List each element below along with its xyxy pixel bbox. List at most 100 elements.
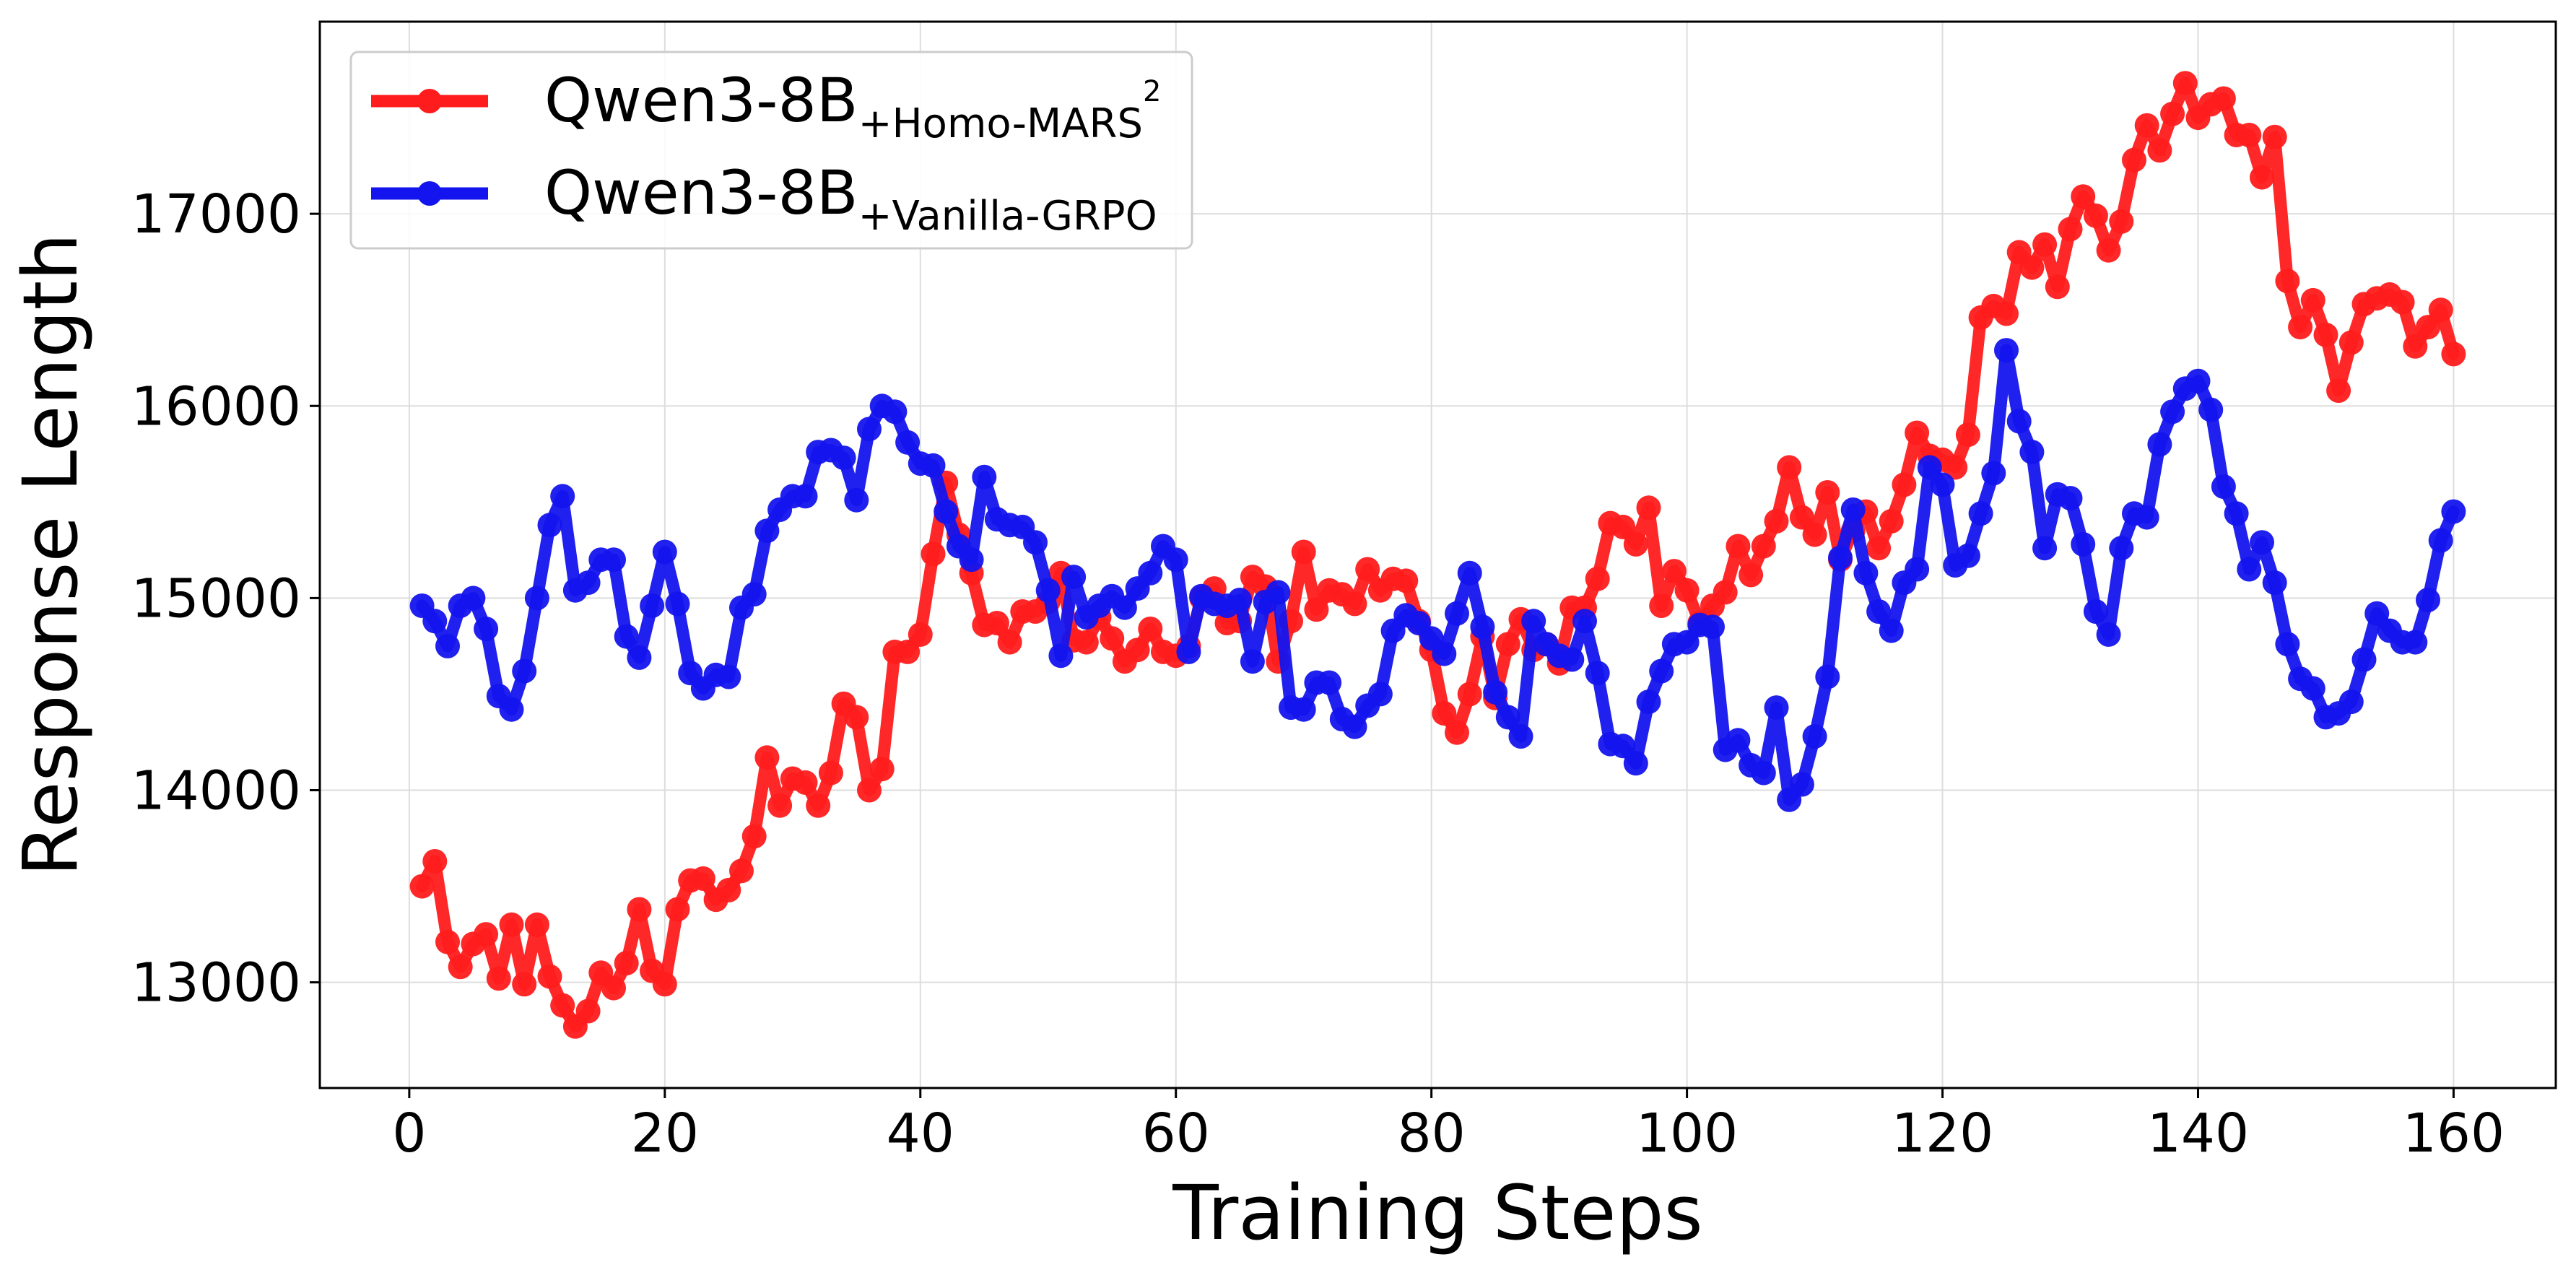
data-point bbox=[1994, 301, 2019, 326]
data-point bbox=[1023, 530, 1048, 555]
data-point bbox=[2416, 588, 2440, 612]
data-point bbox=[2211, 86, 2236, 111]
data-point bbox=[652, 539, 677, 565]
data-point bbox=[1521, 609, 1546, 634]
data-point bbox=[2262, 124, 2287, 149]
data-point bbox=[614, 951, 639, 975]
data-point bbox=[601, 975, 626, 1001]
data-point bbox=[550, 993, 575, 1018]
data-point bbox=[2211, 474, 2236, 499]
data-point bbox=[2428, 528, 2453, 553]
data-point bbox=[524, 586, 549, 611]
data-point bbox=[1623, 751, 1648, 776]
data-point bbox=[2198, 397, 2224, 422]
data-point bbox=[934, 499, 959, 524]
data-point bbox=[422, 849, 448, 874]
data-point bbox=[2403, 630, 2428, 655]
data-point bbox=[767, 793, 793, 818]
data-point bbox=[2313, 322, 2338, 347]
data-point bbox=[754, 518, 780, 544]
data-point bbox=[2441, 341, 2466, 367]
data-point bbox=[1367, 682, 1393, 707]
data-point bbox=[665, 897, 690, 922]
data-point bbox=[474, 922, 499, 947]
data-point bbox=[512, 972, 537, 997]
data-point bbox=[537, 964, 562, 989]
data-point bbox=[959, 547, 984, 573]
legend-marker-homo-mars bbox=[417, 89, 442, 113]
data-point bbox=[1674, 630, 1700, 655]
plot-frame bbox=[318, 20, 2557, 1089]
data-point bbox=[1802, 724, 1827, 749]
data-point bbox=[1968, 501, 1993, 526]
data-point bbox=[1445, 601, 1469, 626]
data-point bbox=[1227, 588, 1253, 612]
data-point bbox=[2019, 255, 2045, 280]
data-point bbox=[1585, 566, 1610, 591]
data-point bbox=[1495, 705, 1520, 730]
series-vanilla-grpo bbox=[409, 338, 2466, 812]
data-point bbox=[1905, 420, 1930, 445]
data-point bbox=[1802, 522, 1827, 547]
data-point bbox=[2134, 113, 2159, 138]
data-point bbox=[1994, 338, 2019, 363]
data-point bbox=[2338, 689, 2364, 715]
data-point bbox=[1163, 547, 1188, 573]
data-point bbox=[601, 547, 626, 573]
data-point bbox=[1240, 649, 1265, 674]
data-point bbox=[690, 866, 715, 891]
legend-label-homo-mars-sup: 2 bbox=[1143, 75, 1161, 108]
legend: Qwen3-8B+Homo-MARS2 Qwen3-8B+Vanilla-GRP… bbox=[349, 51, 1193, 250]
x-tick-label: 120 bbox=[1892, 1102, 1993, 1165]
series-layer bbox=[409, 71, 2466, 1039]
data-point bbox=[1777, 455, 1802, 480]
data-point bbox=[1559, 647, 1585, 672]
data-point bbox=[627, 645, 652, 670]
x-tick-label: 160 bbox=[2403, 1102, 2505, 1165]
data-point bbox=[652, 972, 677, 997]
data-point bbox=[1636, 495, 1661, 521]
data-point bbox=[2071, 531, 2096, 557]
data-point bbox=[984, 611, 1009, 635]
legend-label-vanilla-grpo-main: Qwen3-8B bbox=[544, 157, 858, 228]
data-point bbox=[1828, 545, 1853, 570]
data-point bbox=[2416, 315, 2440, 340]
data-point bbox=[461, 586, 486, 611]
y-tick-label: 14000 bbox=[131, 760, 301, 822]
data-point bbox=[1917, 455, 1942, 480]
data-point bbox=[2032, 536, 2058, 561]
data-point bbox=[882, 399, 908, 425]
data-point bbox=[1585, 661, 1610, 686]
data-point bbox=[793, 770, 818, 795]
data-point bbox=[1981, 461, 2006, 486]
data-point bbox=[499, 697, 524, 722]
data-point bbox=[1726, 534, 1751, 559]
data-point bbox=[729, 858, 754, 884]
data-point bbox=[2351, 647, 2377, 672]
y-tick-label: 17000 bbox=[131, 183, 301, 245]
data-point bbox=[972, 464, 997, 489]
data-point bbox=[2300, 676, 2325, 701]
data-point bbox=[716, 664, 741, 689]
legend-marker-vanilla-grpo bbox=[417, 181, 442, 206]
data-point bbox=[409, 874, 435, 899]
data-point bbox=[2172, 71, 2198, 96]
data-point bbox=[512, 658, 537, 684]
data-point bbox=[1713, 580, 1738, 605]
data-point bbox=[1112, 595, 1137, 620]
x-tick-label: 0 bbox=[392, 1102, 426, 1165]
data-point bbox=[1764, 695, 1789, 721]
data-point bbox=[2045, 274, 2070, 300]
data-point bbox=[2262, 570, 2287, 596]
data-point bbox=[1176, 639, 1201, 664]
data-point bbox=[818, 760, 843, 786]
y-axis-title: Response Length bbox=[6, 233, 95, 876]
data-point bbox=[575, 570, 601, 596]
data-point bbox=[1866, 599, 1892, 624]
data-point bbox=[1649, 593, 1674, 618]
data-point bbox=[716, 877, 741, 902]
data-point bbox=[1879, 618, 1904, 643]
data-point bbox=[2390, 290, 2415, 315]
data-point bbox=[895, 430, 921, 455]
data-point bbox=[754, 745, 780, 770]
